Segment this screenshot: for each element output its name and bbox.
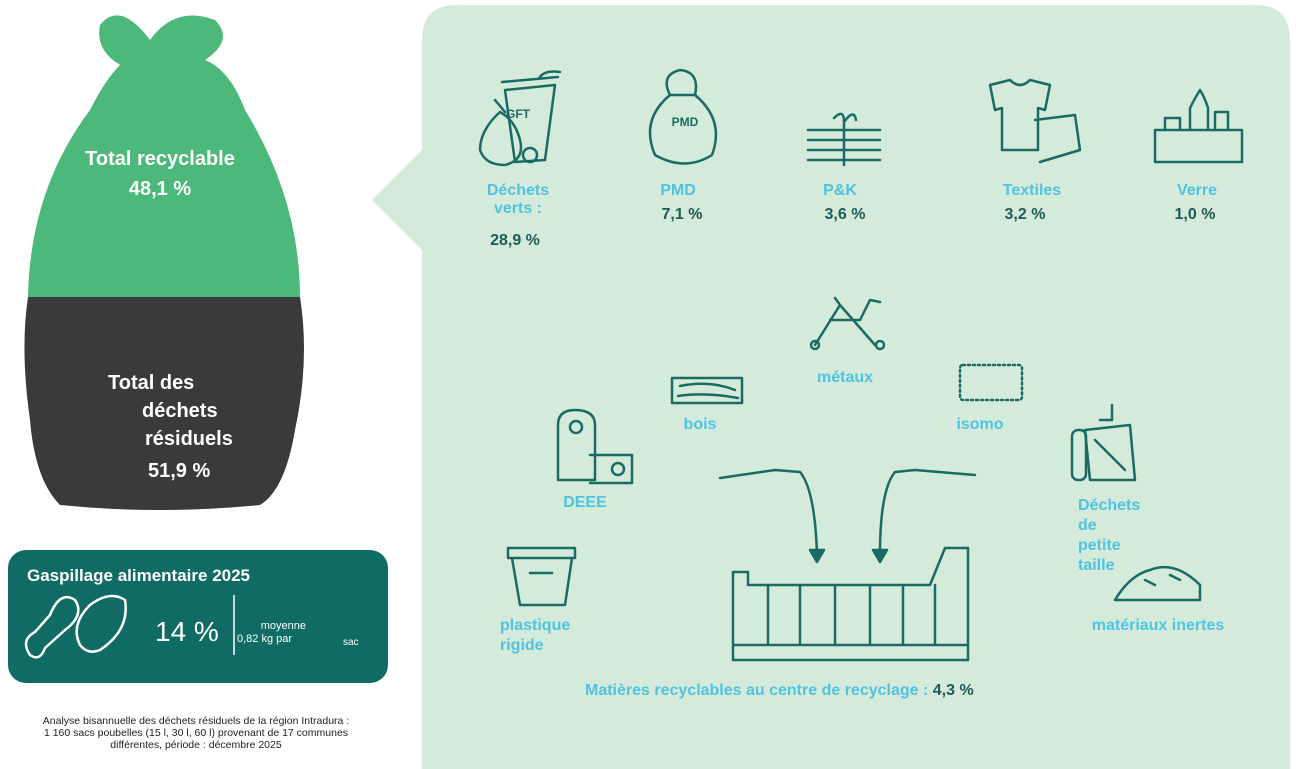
footer-label: Matières recyclables au centre de recycl… (585, 682, 928, 699)
residual-label: résiduels (145, 428, 233, 451)
category-label: PMD (638, 182, 718, 200)
category-label: Déchets verts : (478, 182, 558, 218)
residual-value: 51,9 % (148, 460, 210, 483)
category-value: 3,2 % (985, 206, 1065, 224)
food-waste-average-label: moyenne (236, 620, 306, 632)
footer-value: 4,3 % (933, 682, 974, 699)
item-label: Déchets de petite taille (1078, 496, 1128, 576)
food-waste-average: 0,82 kg par (237, 633, 292, 645)
item-label: plastique rigide (500, 616, 590, 656)
residual-label: déchets (142, 400, 218, 423)
item-label: DEEE (555, 494, 615, 512)
residual-label: Total des (108, 372, 194, 395)
category-label: Textiles (982, 182, 1082, 200)
note-line: Analyse bisannuelle des déchets résiduel… (0, 715, 392, 727)
recyclable-label: Total recyclable (60, 148, 260, 171)
icon-text: PMD (672, 115, 699, 129)
category-label: Verre (1157, 182, 1237, 200)
footer: Matières recyclables au centre de recycl… (585, 682, 974, 700)
icon-text: GFT (506, 107, 531, 121)
graphics: GFT PMD (0, 0, 1296, 769)
category-value: 1,0 % (1155, 206, 1235, 224)
item-label: métaux (810, 369, 880, 387)
food-waste-title: Gaspillage alimentaire 2025 (27, 566, 250, 586)
recyclable-value: 48,1 % (60, 178, 260, 201)
food-waste-value: 14 % (155, 616, 219, 648)
note-line: différentes, période : décembre 2025 (0, 739, 392, 751)
category-value: 7,1 % (642, 206, 722, 224)
category-label: P&K (800, 182, 880, 200)
category-value: 28,9 % (480, 232, 550, 250)
source-note: Analyse bisannuelle des déchets résiduel… (0, 715, 392, 751)
category-value: 3,6 % (805, 206, 885, 224)
note-line: 1 160 sacs poubelles (15 l, 30 l, 60 l) … (0, 727, 392, 739)
item-label: isomo (950, 416, 1010, 434)
item-label: bois (670, 416, 730, 434)
food-waste-unit: sac (343, 637, 359, 648)
item-label: matériaux inertes (1088, 616, 1228, 636)
page: GFT PMD Total recyclable 48,1 % Total de… (0, 0, 1296, 769)
